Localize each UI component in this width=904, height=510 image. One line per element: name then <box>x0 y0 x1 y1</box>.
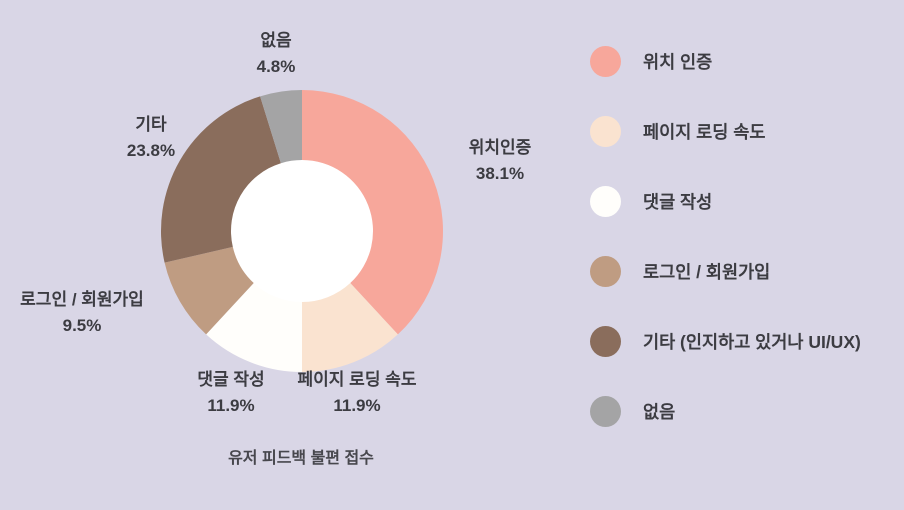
slice-label-etc-name: 기타 <box>135 115 167 134</box>
legend-item-loading: 페이지 로딩 속도 <box>590 116 861 147</box>
slice-label-login: 로그인 / 회원가입 9.5% <box>20 287 144 340</box>
slice-label-none-name: 없음 <box>260 31 292 50</box>
legend-label-login: 로그인 / 회원가입 <box>643 262 771 282</box>
slice-label-etc: 기타 23.8% <box>127 112 175 165</box>
slice-label-location: 위치인증 38.1% <box>469 135 532 188</box>
slice-label-location-pct: 38.1% <box>475 164 525 184</box>
legend-label-comment: 댓글 작성 <box>643 192 713 212</box>
donut-slice-2 <box>206 283 302 372</box>
legend-label-etc: 기타 (인지하고 있거나 UI/UX) <box>643 332 861 352</box>
legend-item-location: 위치 인증 <box>590 46 861 77</box>
slice-label-comment-pct: 11.9% <box>207 396 255 416</box>
legend-dot-loading <box>590 116 621 147</box>
donut-hole <box>230 159 374 303</box>
slice-label-location-name: 위치인증 <box>468 138 532 157</box>
slice-label-comment-name: 댓글 작성 <box>197 370 265 389</box>
donut-slice-3 <box>164 246 254 335</box>
donut-chart <box>160 89 444 373</box>
slice-label-loading-pct: 11.9% <box>333 396 381 416</box>
slice-label-login-name: 로그인 / 회원가입 <box>20 290 144 309</box>
slice-label-login-pct: 9.5% <box>62 316 102 336</box>
slice-label-etc-pct: 23.8% <box>126 141 176 161</box>
legend-dot-comment <box>590 186 621 217</box>
legend-item-comment: 댓글 작성 <box>590 186 861 217</box>
slice-label-none: 없음 4.8% <box>257 28 296 81</box>
donut-slice-0 <box>302 90 443 335</box>
slice-label-none-pct: 4.8% <box>256 57 296 77</box>
legend-label-loading: 페이지 로딩 속도 <box>643 122 766 142</box>
legend-label-location: 위치 인증 <box>643 52 713 72</box>
chart-title: 유저 피드백 불편 접수 <box>228 450 374 467</box>
legend-item-etc: 기타 (인지하고 있거나 UI/UX) <box>590 326 861 357</box>
legend-label-none: 없음 <box>643 402 676 422</box>
legend-dot-login <box>590 256 621 287</box>
slice-label-comment: 댓글 작성 11.9% <box>197 367 264 420</box>
slice-label-loading: 페이지 로딩 속도 11.9% <box>298 367 417 420</box>
legend-dot-etc <box>590 326 621 357</box>
legend-dot-location <box>590 46 621 77</box>
slice-label-loading-name: 페이지 로딩 속도 <box>297 370 417 389</box>
donut-slice-4 <box>160 96 281 263</box>
legend-dot-none <box>590 396 621 427</box>
donut-slice-5 <box>260 90 302 164</box>
donut-slice-1 <box>302 283 398 372</box>
donut-chart-svg <box>160 90 443 372</box>
legend: 위치 인증 페이지 로딩 속도 댓글 작성 로그인 / 회원가입 기타 (인지하… <box>590 46 861 427</box>
legend-item-login: 로그인 / 회원가입 <box>590 256 861 287</box>
legend-item-none: 없음 <box>590 396 861 427</box>
